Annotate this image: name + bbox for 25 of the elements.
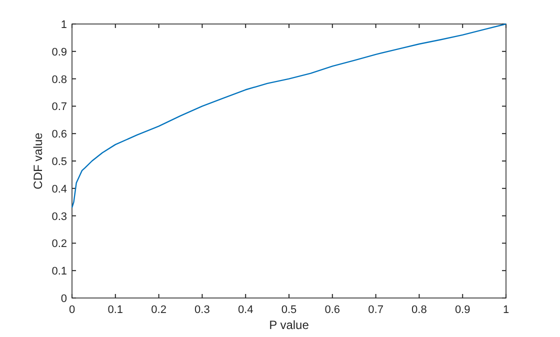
y-tick-label: 0.4 (52, 183, 67, 196)
y-tick-label: 0.8 (52, 74, 67, 86)
y-tick-label: 0.1 (52, 266, 67, 278)
y-tick-label: 0 (60, 293, 67, 305)
y-tick-label: 1 (60, 19, 67, 31)
x-tick-label: 0.9 (454, 304, 470, 316)
x-tick-label: 0.3 (194, 304, 210, 316)
x-tick-label: 0 (68, 304, 76, 316)
x-tick-label: 0.8 (412, 304, 427, 316)
y-tick-label: 0.2 (52, 238, 67, 250)
x-tick-label: 1 (502, 304, 510, 316)
y-tick-label: 0.3 (52, 210, 67, 223)
x-axis-title: P value (269, 318, 310, 332)
x-tick-label: 0.1 (108, 304, 124, 316)
line-series (71, 23, 507, 208)
x-tick-label: 0.4 (238, 304, 254, 316)
y-axis-title: CDF value (31, 132, 45, 190)
y-tick-label: 0.7 (52, 101, 67, 114)
x-tick-label: 0.5 (281, 304, 297, 316)
y-tick-label: 0.5 (52, 156, 67, 168)
x-tick-label: 0.7 (368, 304, 384, 316)
x-tick-label: 0.6 (324, 304, 340, 316)
x-tick-label: 0.2 (151, 304, 166, 316)
y-tick-label: 0.6 (52, 128, 67, 141)
y-tick-label: 0.9 (52, 46, 67, 58)
